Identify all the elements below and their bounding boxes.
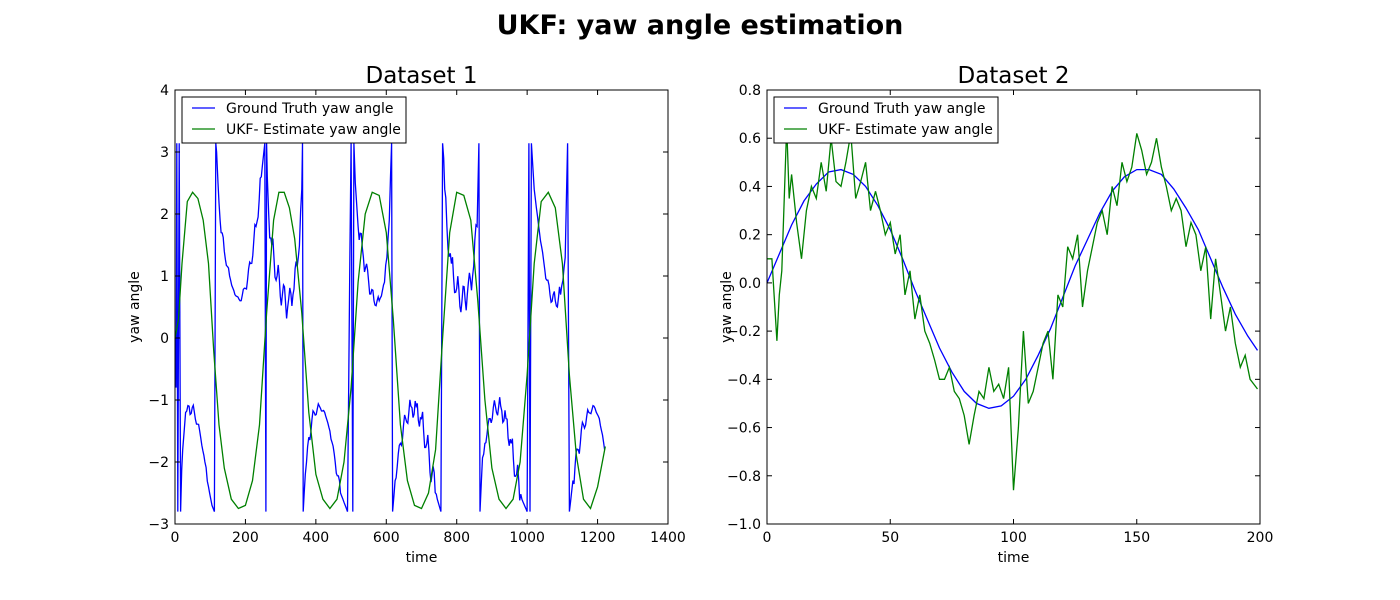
y-tick-label: 0.4: [739, 179, 761, 195]
y-tick-label: −1.0: [727, 517, 761, 533]
legend-label: Ground Truth yaw angle: [818, 101, 986, 117]
y-tick-label: 4: [160, 83, 169, 99]
y-axis-label: yaw angle: [719, 271, 735, 343]
legend-label: UKF- Estimate yaw angle: [818, 122, 993, 138]
chart-dataset-2: Dataset 2 0 50 100 150 200 −1.0 −0.8 −0.6 −0.4 −0.…: [719, 63, 1273, 566]
y-tick-label: −0.4: [727, 372, 761, 388]
y-tick-label: 0: [160, 331, 169, 347]
chart-title: Dataset 1: [365, 63, 477, 89]
series-line-ground-truth: [175, 143, 606, 512]
series-line-ukf-estimate: [175, 191, 606, 510]
y-tick-label: 0.6: [739, 131, 761, 147]
y-tick-label: 0.8: [739, 83, 761, 99]
y-tick-label: −2: [148, 455, 169, 471]
legend-label: UKF- Estimate yaw angle: [226, 122, 401, 138]
series-line-ground-truth: [767, 168, 1259, 409]
series-line-ukf-estimate: [767, 126, 1259, 491]
legend-label: Ground Truth yaw angle: [226, 101, 394, 117]
x-tick-label: 600: [373, 530, 400, 546]
x-tick-label: 50: [881, 530, 899, 546]
chart-dataset-1: Dataset 1 0 200 400 600 800 1000 1200 1400 −3 −2 −1…: [127, 63, 686, 566]
y-tick-label: 0.2: [739, 228, 761, 244]
x-tick-label: 0: [763, 530, 772, 546]
plot-frame: [174, 89, 669, 525]
y-tick-label: −3: [148, 517, 169, 533]
x-tick-label: 1200: [580, 530, 616, 546]
y-tick-label: −1: [148, 393, 169, 409]
legend-box: [181, 96, 407, 144]
x-axis-label: time: [998, 550, 1030, 566]
x-tick-label: 1400: [650, 530, 686, 546]
x-tick-label: 200: [232, 530, 259, 546]
x-tick-label: 150: [1123, 530, 1150, 546]
x-tick-label: 0: [171, 530, 180, 546]
x-tick-label: 800: [443, 530, 470, 546]
x-tick-label: 200: [1247, 530, 1274, 546]
y-tick-label: −0.8: [727, 469, 761, 485]
x-tick-label: 400: [302, 530, 329, 546]
chart-title: Dataset 2: [957, 63, 1069, 89]
x-tick-label: 100: [1000, 530, 1027, 546]
y-tick-label: 2: [160, 207, 169, 223]
y-tick-label: 0.0: [739, 276, 761, 292]
y-tick-label: 1: [160, 269, 169, 285]
legend-box: [773, 96, 999, 144]
legend: Ground Truth yaw angle UKF- Estimate yaw …: [181, 96, 407, 144]
x-axis-label: time: [406, 550, 438, 566]
y-axis-label: yaw angle: [127, 271, 143, 343]
x-tick-label: 1000: [509, 530, 545, 546]
y-tick-label: −0.6: [727, 421, 761, 437]
y-tick-label: −0.2: [727, 324, 761, 340]
plot-frame: [766, 89, 1261, 525]
figure-title: UKF: yaw angle estimation: [497, 10, 904, 41]
legend: Ground Truth yaw angle UKF- Estimate yaw …: [773, 96, 999, 144]
y-tick-label: 3: [160, 145, 169, 161]
